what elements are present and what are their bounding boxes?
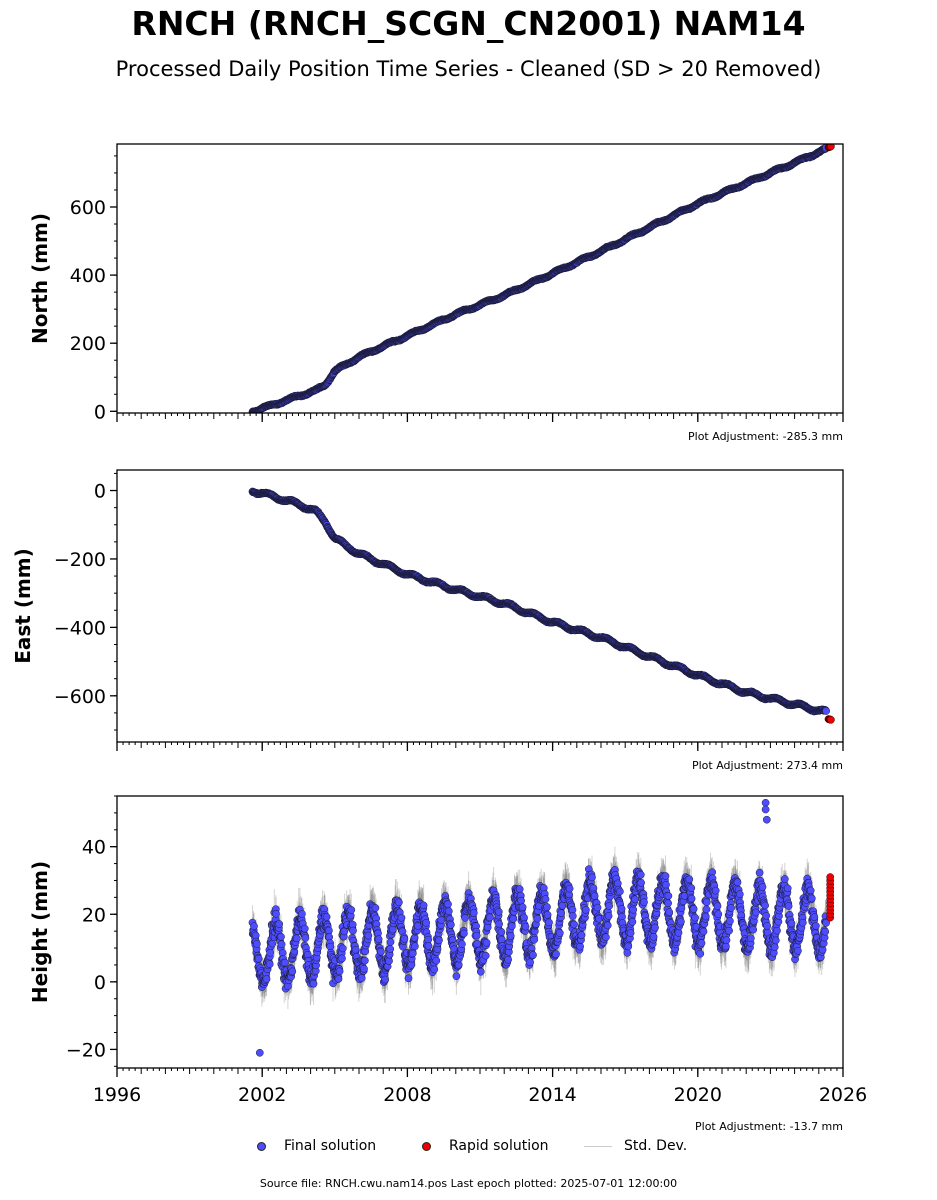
y-ticks <box>110 472 117 731</box>
y-tick-label: 200 <box>70 333 106 355</box>
final-solution-points <box>248 487 830 716</box>
axes-frame <box>116 469 844 743</box>
x-ticks <box>116 413 844 422</box>
data-layer <box>248 798 835 1057</box>
y-tick-label: −400 <box>54 617 106 639</box>
y-tick-label: 0 <box>94 401 106 423</box>
y-tick-label: 400 <box>70 265 106 287</box>
y-axis-label: North (mm) <box>28 213 52 344</box>
y-ticks <box>110 155 117 412</box>
plot-adjustment-note: Plot Adjustment: 273.4 mm <box>692 759 843 772</box>
y-tick-label: −600 <box>54 686 106 708</box>
rapid-solution-points <box>824 144 835 152</box>
rapid-point <box>827 144 835 151</box>
data-layer <box>248 144 835 413</box>
y-tick-label: 600 <box>70 197 106 219</box>
x-ticks <box>116 742 844 751</box>
final-point <box>822 707 830 715</box>
y-tick-label: 0 <box>94 481 106 503</box>
chart-title: RNCH (RNCH_SCGN_CN2001) NAM14 <box>131 4 806 43</box>
chart-subtitle: Processed Daily Position Time Series - C… <box>115 57 822 81</box>
data-layer <box>248 487 835 724</box>
y-tick-label: −200 <box>54 549 106 571</box>
plot-adjustment-note: Plot Adjustment: -285.3 mm <box>688 430 843 443</box>
final-solution-points <box>248 144 830 413</box>
east-panel: 0 −200 −400 −600 East (mm) Plot Adjustment: 2… <box>11 469 844 772</box>
y-axis-label: East (mm) <box>11 548 35 664</box>
north-panel: 0 200 400 600 North (mm) Plot Adjustment: -28… <box>28 143 844 443</box>
rapid-solution-points <box>824 715 835 724</box>
rapid-point <box>827 715 835 724</box>
